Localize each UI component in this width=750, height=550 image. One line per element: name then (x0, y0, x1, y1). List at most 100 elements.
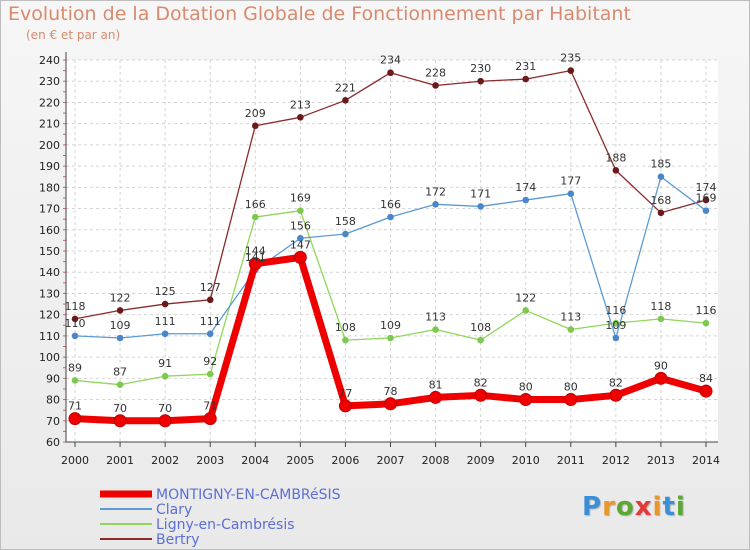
y-tick-label: 220 (39, 96, 60, 109)
data-label: 172 (425, 185, 446, 198)
data-point (206, 296, 214, 304)
logo-letter: i (675, 492, 686, 522)
data-point (203, 412, 217, 426)
data-point (293, 250, 307, 264)
proxiti-logo: Proxiti (582, 492, 686, 522)
data-point (158, 414, 172, 428)
x-tick-label: 2013 (647, 454, 675, 467)
data-label: 113 (560, 311, 581, 324)
data-label: 147 (290, 238, 311, 251)
data-point (654, 371, 668, 385)
y-tick-label: 90 (46, 372, 60, 385)
y-tick-label: 100 (39, 351, 60, 364)
data-label: 118 (650, 300, 671, 313)
y-tick-label: 170 (39, 203, 60, 216)
data-label: 82 (609, 376, 623, 389)
logo-letter: t (662, 492, 676, 522)
data-point (116, 381, 124, 389)
data-point (387, 213, 394, 221)
data-label: 141 (245, 251, 266, 264)
data-point (519, 393, 533, 407)
data-label: 111 (155, 315, 176, 328)
legend-entry: Ligny-en-Cambrésis (156, 517, 295, 533)
data-label: 235 (560, 52, 581, 65)
data-point (567, 326, 575, 333)
data-label: 116 (696, 304, 717, 317)
y-tick-label: 210 (39, 118, 60, 131)
data-label: 80 (519, 381, 533, 394)
data-label: 71 (203, 400, 217, 413)
data-point (248, 257, 262, 271)
data-point (477, 336, 484, 344)
data-point (251, 122, 259, 130)
data-point (161, 330, 169, 338)
data-point (342, 336, 349, 344)
data-point (161, 300, 169, 308)
data-label: 234 (380, 54, 401, 67)
data-point (564, 393, 578, 407)
data-point (342, 230, 349, 238)
logo-letter: x (634, 492, 653, 522)
x-tick-label: 2000 (61, 454, 89, 467)
y-tick-label: 160 (39, 224, 60, 237)
data-label: 156 (290, 219, 311, 232)
data-point (338, 399, 352, 413)
data-label: 109 (110, 319, 131, 332)
data-label: 174 (515, 181, 536, 194)
x-tick-label: 2011 (557, 454, 585, 467)
x-tick-label: 2001 (106, 454, 134, 467)
x-tick-label: 2009 (467, 454, 495, 467)
x-tick-label: 2006 (331, 454, 359, 467)
data-point (71, 332, 79, 340)
data-label: 109 (605, 319, 626, 332)
x-tick-label: 2014 (692, 454, 720, 467)
x-tick-label: 2008 (422, 454, 450, 467)
logo-letter: P (582, 492, 603, 522)
data-point (432, 82, 439, 89)
data-label: 171 (470, 187, 491, 200)
data-label: 230 (470, 62, 491, 75)
x-tick-label: 2004 (241, 454, 269, 467)
x-tick-label: 2010 (512, 454, 540, 467)
data-label: 70 (113, 402, 127, 415)
x-tick-label: 2012 (602, 454, 630, 467)
data-point (387, 69, 394, 77)
data-label: 78 (384, 385, 398, 398)
data-label: 228 (425, 66, 446, 79)
y-tick-label: 200 (39, 139, 60, 152)
data-point (387, 334, 394, 342)
data-label: 185 (650, 158, 671, 171)
logo-letter: r (602, 492, 616, 522)
data-label: 221 (335, 81, 356, 94)
data-label: 91 (158, 357, 172, 370)
data-label: 87 (113, 366, 127, 379)
data-label: 209 (245, 107, 266, 120)
data-label: 82 (474, 376, 488, 389)
data-label: 90 (654, 359, 668, 372)
data-point (612, 334, 620, 342)
y-tick-label: 60 (46, 436, 60, 449)
data-label: 122 (515, 291, 536, 304)
y-tick-label: 240 (39, 54, 60, 67)
x-tick-label: 2003 (196, 454, 224, 467)
data-point (522, 196, 530, 204)
y-tick-label: 190 (39, 160, 60, 173)
chart-subtitle: (en € et par an) (26, 28, 121, 42)
data-point (567, 67, 575, 74)
data-label: 144 (245, 245, 266, 258)
data-point (567, 190, 575, 197)
axes: 60 70 80 90 100 110 120 130 140 150 160 170 180 190 20… (39, 52, 720, 467)
data-label: 177 (560, 175, 581, 188)
data-label: 71 (68, 400, 82, 413)
data-point (522, 75, 530, 83)
data-label: 113 (425, 311, 446, 324)
data-label: 110 (65, 317, 86, 330)
data-point (71, 315, 79, 323)
data-label: 84 (699, 372, 713, 385)
x-tick-label: 2005 (286, 454, 314, 467)
data-point (474, 388, 488, 402)
data-label: 188 (605, 151, 626, 164)
data-point (68, 412, 82, 426)
data-label: 109 (380, 319, 401, 332)
data-point (251, 213, 259, 221)
